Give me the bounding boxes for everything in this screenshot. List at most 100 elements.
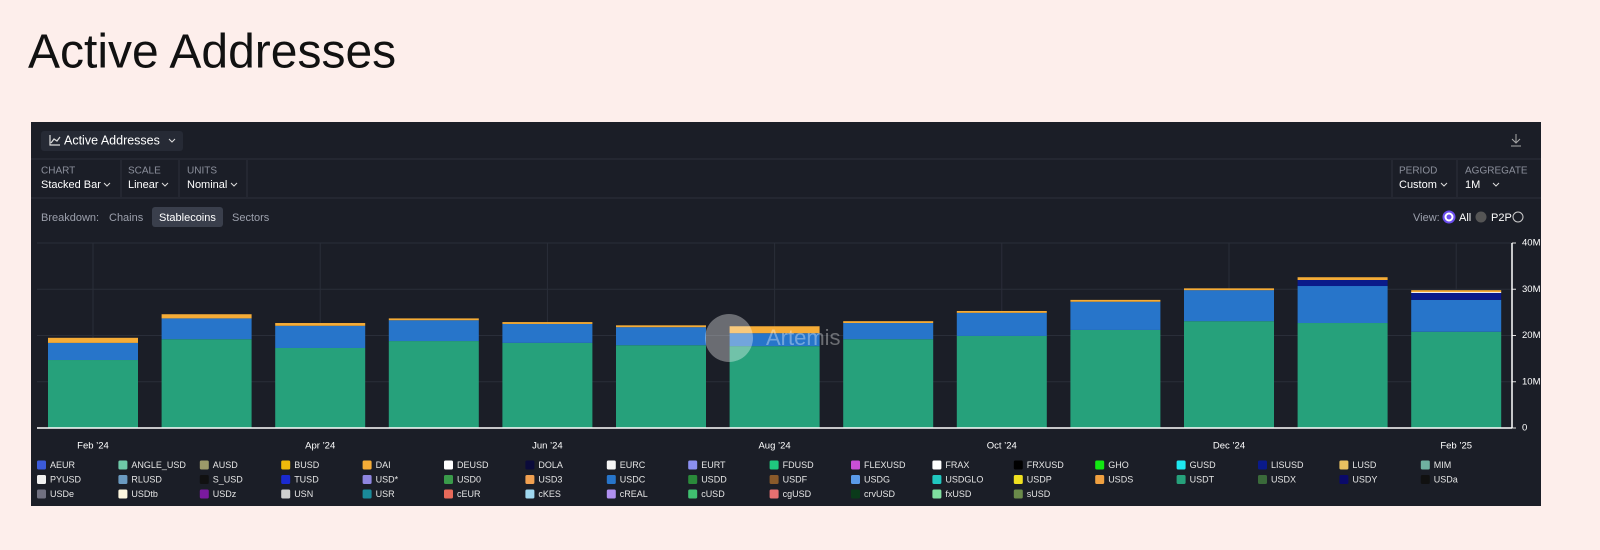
setting-label: PERIOD bbox=[1399, 166, 1437, 177]
legend-swatch bbox=[118, 475, 128, 484]
setting-value[interactable]: Custom bbox=[1399, 179, 1437, 191]
legend-label: FRXUSD bbox=[1027, 460, 1065, 470]
bar-segment bbox=[161, 318, 252, 340]
bar-segment bbox=[502, 323, 593, 343]
view-label: View: bbox=[1413, 212, 1440, 224]
metric-title: Active Addresses bbox=[64, 133, 160, 147]
watermark-logo bbox=[705, 314, 753, 362]
legend-swatch bbox=[118, 460, 128, 470]
download-icon[interactable] bbox=[1511, 134, 1521, 147]
legend-swatch bbox=[1339, 475, 1349, 484]
legend-label: USDX bbox=[1271, 474, 1296, 484]
legend-swatch bbox=[37, 475, 46, 484]
legend-swatch bbox=[199, 475, 209, 484]
bar-segment bbox=[843, 321, 934, 324]
legend-swatch bbox=[1013, 475, 1023, 484]
bar-segment bbox=[729, 346, 820, 428]
legend-swatch bbox=[851, 475, 860, 484]
breakdown-selected[interactable] bbox=[152, 207, 223, 227]
legend-swatch bbox=[1095, 475, 1105, 484]
legend-label: DEUSD bbox=[457, 460, 489, 470]
setting-value[interactable]: Linear bbox=[128, 179, 159, 191]
view-option[interactable]: All bbox=[1459, 212, 1471, 224]
legend-swatch bbox=[525, 489, 535, 499]
plot: 0 10M 20M 30M 40M Feb ’24 Apr ’24 Jun ’24 Aug ’2… bbox=[37, 238, 1541, 452]
legend-swatch bbox=[688, 460, 698, 470]
legend-label: MIM bbox=[1434, 460, 1452, 470]
breakdown-option[interactable]: Sectors bbox=[232, 212, 270, 224]
setting-value[interactable]: 1M bbox=[1465, 179, 1480, 191]
bar-segment bbox=[1411, 290, 1502, 293]
bar-segment bbox=[1184, 290, 1274, 322]
bar-segment bbox=[729, 326, 820, 334]
breakdown-row: Breakdown: Chains Stablecoins Sectors Vi… bbox=[41, 207, 1524, 227]
legend-label: USDT bbox=[1190, 474, 1215, 484]
bar-segment bbox=[388, 320, 479, 342]
bar-segment bbox=[1411, 299, 1502, 332]
legend-label: USD3 bbox=[538, 474, 562, 484]
legend-label: cEUR bbox=[457, 489, 481, 499]
breakdown-option[interactable]: Chains bbox=[109, 212, 144, 224]
view-option[interactable]: P2P bbox=[1491, 212, 1512, 224]
legend-label: crvUSD bbox=[864, 489, 895, 499]
y-tick-label: 30M bbox=[1522, 284, 1541, 295]
legend-label: EURT bbox=[701, 460, 726, 470]
y-tick-label: 40M bbox=[1522, 238, 1541, 249]
bar-segment bbox=[275, 347, 366, 428]
legend-swatch bbox=[362, 460, 372, 470]
legend-swatch bbox=[932, 489, 942, 499]
breakdown-label: Breakdown: bbox=[41, 212, 99, 224]
legend-label: DAI bbox=[376, 460, 391, 470]
radio-p2p[interactable] bbox=[1475, 211, 1487, 223]
legend: AEUR ANGLE_USD AUSD BUSD DAI DEUSD DOLA EURC EUR… bbox=[37, 460, 1458, 499]
legend-swatch bbox=[769, 475, 779, 484]
bar-segment bbox=[388, 318, 479, 321]
legend-swatch bbox=[1176, 475, 1186, 484]
legend-label: USDe bbox=[50, 489, 74, 499]
legend-label: S_USD bbox=[213, 474, 244, 484]
legend-label: ANGLE_USD bbox=[131, 460, 186, 470]
setting-label: SCALE bbox=[128, 166, 161, 177]
bar-segment bbox=[843, 323, 934, 340]
bar-segment bbox=[1411, 292, 1502, 300]
legend-label: USDa bbox=[1434, 474, 1458, 484]
legend-label: DOLA bbox=[538, 460, 563, 470]
breakdown-option[interactable]: Stablecoins bbox=[159, 212, 216, 224]
info-icon[interactable] bbox=[1512, 211, 1524, 223]
legend-swatch bbox=[688, 475, 698, 484]
x-tick-label: Apr ’24 bbox=[305, 441, 335, 452]
legend-label: FLEXUSD bbox=[864, 460, 906, 470]
chart-icon bbox=[49, 135, 61, 146]
legend-label: USDz bbox=[213, 489, 237, 499]
legend-swatch bbox=[1176, 460, 1186, 470]
setting-value[interactable]: Nominal bbox=[187, 179, 227, 191]
bar-segment bbox=[1411, 331, 1502, 428]
legend-swatch bbox=[769, 460, 779, 470]
legend-label: cREAL bbox=[620, 489, 648, 499]
legend-label: USDP bbox=[1027, 474, 1052, 484]
bar-segment bbox=[616, 327, 706, 346]
legend-swatch bbox=[1013, 460, 1023, 470]
bar-segment bbox=[48, 337, 138, 343]
legend-swatch bbox=[851, 460, 860, 470]
bar-segment bbox=[843, 339, 934, 428]
legend-swatch bbox=[37, 489, 46, 499]
x-tick-label: Oct ’24 bbox=[987, 441, 1017, 452]
bar-segment bbox=[161, 314, 252, 319]
legend-swatch bbox=[525, 460, 535, 470]
legend-swatch bbox=[1095, 460, 1105, 470]
x-tick-label: Aug ’24 bbox=[758, 441, 790, 452]
settings-row: CHART Stacked Bar SCALE Linear UNITS Nom… bbox=[31, 160, 1541, 199]
bar-segment bbox=[1297, 286, 1388, 324]
legend-label: USDF bbox=[783, 474, 808, 484]
legend-label: USN bbox=[294, 489, 313, 499]
bar-segment bbox=[956, 335, 1047, 428]
legend-swatch bbox=[199, 489, 209, 499]
setting-label: UNITS bbox=[187, 166, 217, 177]
legend-swatch bbox=[281, 489, 291, 499]
setting-value[interactable]: Stacked Bar bbox=[41, 179, 101, 191]
metric-dropdown[interactable] bbox=[41, 131, 183, 151]
legend-label: AEUR bbox=[50, 460, 76, 470]
legend-label: FDUSD bbox=[783, 460, 814, 470]
